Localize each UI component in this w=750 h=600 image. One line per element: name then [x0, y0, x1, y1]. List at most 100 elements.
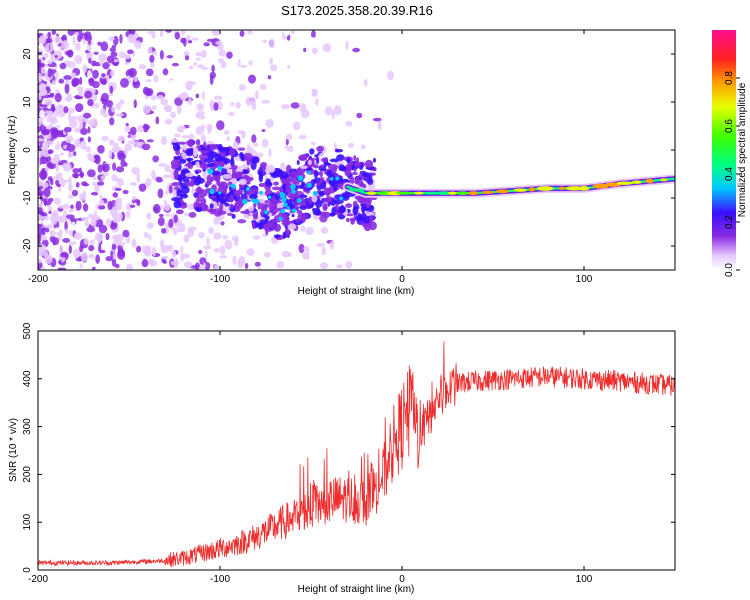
spectrogram-noise-blob	[227, 112, 235, 117]
spectrogram-noise-blob	[38, 170, 48, 180]
spectrogram-noise-blob	[218, 57, 225, 64]
spectrogram-noise-blob	[117, 241, 126, 247]
spectrogram-signal-blob	[172, 189, 177, 198]
spectrogram-noise-blob	[84, 90, 93, 99]
spectrogram-noise-blob	[66, 107, 75, 114]
spectrogram-noise-blob	[320, 226, 329, 234]
spectrogram-signal-blob	[230, 155, 234, 163]
spectrogram-signal-blob	[364, 159, 374, 169]
snr-y-ticks: 500 400 300 200 100 0	[22, 322, 675, 573]
spectrogram-noise-blob	[196, 64, 205, 69]
spectrogram-noise-blob	[179, 253, 185, 262]
spectrogram-noise-blob	[237, 258, 244, 269]
spectrogram-hot-spot	[565, 186, 584, 191]
spectrogram-noise-blob	[85, 146, 91, 153]
spectrogram-noise-blob	[112, 162, 117, 171]
spectrogram-noise-blob	[38, 149, 44, 159]
spectrogram-noise-blob	[180, 30, 186, 36]
spectrogram-noise-blob	[87, 98, 94, 107]
colorbar-gradient	[712, 30, 736, 270]
spectrogram-noise-blob	[65, 214, 75, 219]
spectrogram-noise-blob	[90, 191, 99, 196]
spectrogram-highlight	[286, 206, 290, 210]
spectrogram-noise-blob	[261, 99, 271, 104]
spectrogram-noise-blob	[82, 183, 90, 187]
spectrogram-noise-blob	[38, 215, 44, 221]
spectrogram-signal-blob	[257, 222, 264, 230]
spectrogram-noise-blob	[55, 71, 59, 80]
spectrogram-noise-blob	[345, 120, 353, 127]
spectrogram-signal-blob	[319, 152, 324, 157]
spectrogram-noise-blob	[345, 40, 349, 51]
spectrogram-frame	[37, 29, 676, 271]
spectrogram-noise-blob	[82, 203, 89, 212]
spectrogram-signal-blob	[203, 203, 207, 211]
spectrogram-noise-blob	[151, 246, 157, 257]
spectrogram-noise-blob	[323, 70, 327, 77]
spectrogram-noise-blob	[137, 124, 145, 133]
spectrogram-noise-blob	[211, 64, 215, 73]
spectrogram-signal-blob	[252, 211, 259, 220]
spectrogram-noise-blob	[112, 251, 117, 260]
spectrogram-noise-blob	[195, 57, 202, 61]
spectrogram-signal-blob	[206, 162, 216, 168]
spectrogram-noise-blob	[100, 175, 106, 180]
spectrogram-noise-blob	[237, 219, 247, 224]
spectrogram-noise-blob	[158, 213, 164, 218]
spectrogram-noise-blob	[39, 109, 45, 119]
spectrogram-signal-blob	[187, 139, 194, 148]
spectrogram-noise-blob	[240, 64, 247, 68]
spectrogram-signal-blob	[333, 187, 338, 191]
spectrogram-noise-blob	[213, 232, 222, 240]
spectrogram-noise-blob	[146, 139, 154, 143]
spectrogram-noise-blob	[203, 245, 212, 250]
spectrogram-noise-blob	[73, 248, 81, 259]
spectrogram-signal-blob	[260, 203, 268, 213]
spectrogram-noise-blob	[95, 254, 101, 264]
spectrogram-noise-blob	[173, 214, 178, 224]
spectrogram-signal-blob	[231, 213, 236, 219]
spectrogram-noise-blob	[302, 252, 308, 260]
spectrogram-noise-blob	[51, 80, 57, 85]
spectrogram-noise-blob	[105, 100, 114, 108]
spectrogram-noise-blob	[98, 53, 107, 63]
spectrogram-noise-blob	[63, 162, 72, 172]
spectrogram-noise-blob	[177, 241, 185, 245]
spectrogram-noise-blob	[70, 72, 77, 78]
snr-x-label: Height of straight line (km)	[298, 584, 415, 595]
spectrogram-noise-blob	[198, 114, 206, 120]
spectrogram-noise-blob	[174, 32, 181, 40]
spectrogram-signal-blob	[301, 154, 309, 159]
spectrogram-noise-blob	[107, 200, 113, 211]
spectrogram-noise-blob	[163, 245, 172, 250]
spectrogram-noise-blob	[54, 197, 62, 206]
spectrogram-highlight	[217, 165, 223, 171]
spectrogram-signal-blob	[312, 208, 322, 216]
spectrogram-noise-blob	[63, 106, 69, 114]
spectrogram-noise-blob	[224, 239, 233, 250]
spectrogram-noise-blob	[321, 246, 327, 256]
spectrogram-noise-blob	[146, 212, 152, 220]
spectrogram-hot-spot	[396, 191, 414, 195]
spectrogram-signal-blob	[239, 151, 244, 159]
spectrogram-highlight	[218, 191, 222, 195]
spectrogram-noise-blob	[324, 106, 333, 116]
spectrogram-signal-blob	[285, 229, 291, 236]
spectrogram-signal-blob	[372, 157, 376, 163]
spectrogram-signal-blob	[320, 164, 324, 170]
spectrogram-noise-blob	[287, 145, 294, 153]
spectrogram-noise-blob	[98, 199, 105, 206]
spectrogram-highlight	[335, 176, 340, 181]
spectrogram-signal-blob	[179, 158, 187, 164]
spectrogram-noise-blob	[310, 141, 316, 146]
spectrogram-noise-blob	[92, 176, 97, 180]
spectrogram-noise-blob	[38, 233, 42, 243]
spectrogram-signal-blob	[258, 182, 267, 188]
spectrogram-noise-blob	[233, 238, 239, 247]
spectrogram-noise-blob	[38, 160, 41, 169]
spectrogram-noise-blob	[262, 39, 268, 43]
spectrogram-noise-blob	[257, 152, 264, 158]
spectrogram-noise-blob	[269, 38, 275, 48]
spectrogram-hot-spot	[536, 186, 554, 191]
spectrogram-noise-blob	[47, 149, 54, 154]
